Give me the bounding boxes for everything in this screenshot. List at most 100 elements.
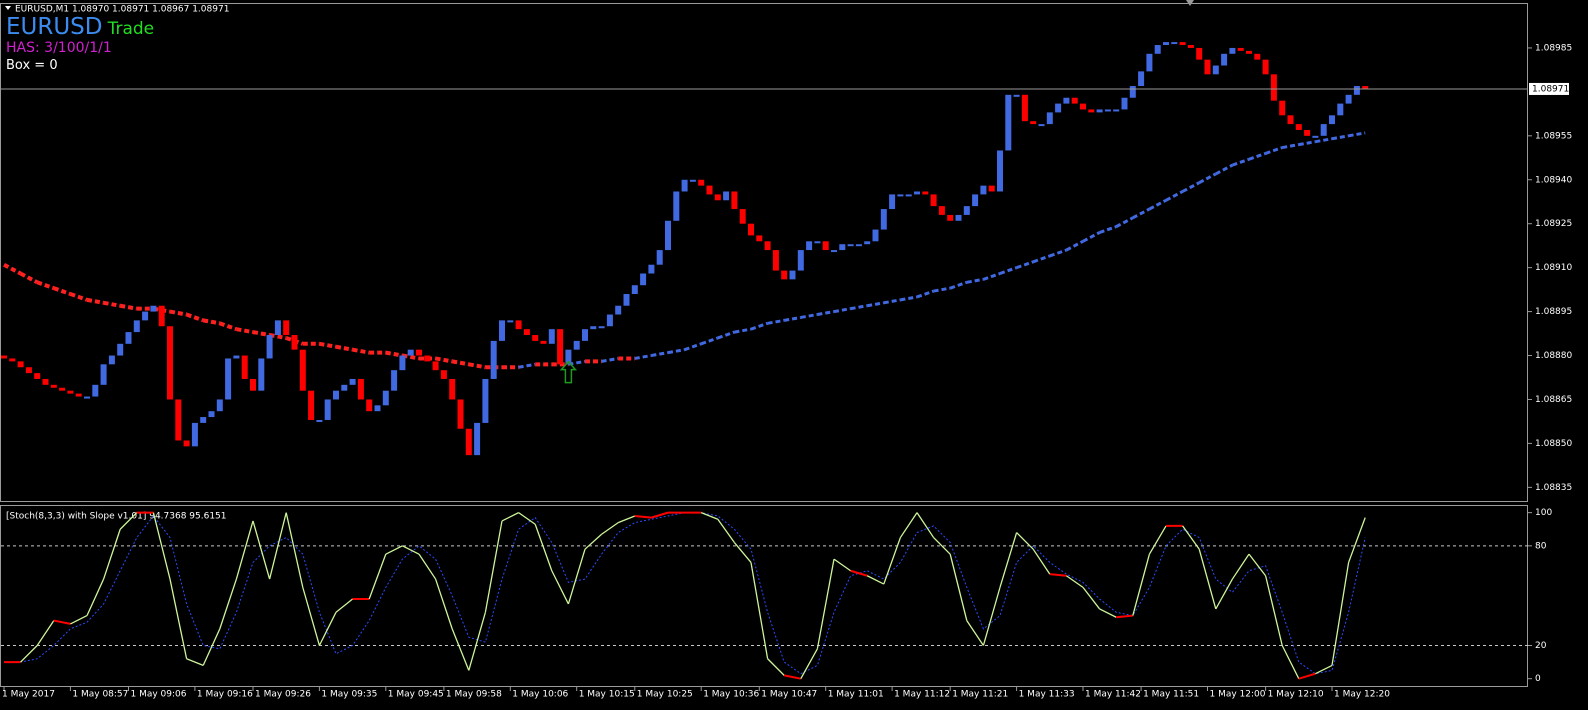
ma-segment — [352, 347, 370, 355]
indicator: HAS: 3/100/1/1 — [6, 40, 112, 56]
main-segment — [617, 515, 636, 524]
ma-segment — [385, 350, 403, 358]
main-segment — [584, 533, 603, 550]
x-tick-label: 1 May 09:45 — [388, 690, 444, 700]
main-segment — [1148, 525, 1167, 555]
candle — [357, 378, 364, 400]
x-tick-label: 1 May 11:51 — [1143, 690, 1199, 700]
main-segment — [119, 512, 138, 530]
candle — [84, 396, 90, 399]
ma-segment — [734, 327, 752, 334]
candle — [266, 335, 273, 359]
candle — [831, 250, 837, 253]
main-segment — [933, 537, 951, 555]
candle — [158, 305, 165, 327]
ma-segment — [202, 318, 221, 326]
main-segment — [501, 512, 519, 522]
signal-line — [4, 512, 1366, 675]
candle — [474, 422, 481, 456]
candle — [1138, 71, 1145, 87]
ma-segment — [1032, 254, 1051, 264]
main-segment — [368, 553, 387, 600]
menu-marker — [5, 6, 11, 10]
ma-segment — [169, 309, 187, 317]
candle — [183, 440, 190, 447]
main-segment — [1049, 573, 1067, 577]
candle — [515, 320, 522, 330]
main-segment — [335, 598, 354, 613]
candle — [1304, 129, 1311, 136]
main-segment — [385, 545, 403, 555]
candle — [1254, 53, 1261, 60]
ma-segment — [1298, 140, 1316, 147]
candle — [167, 326, 173, 400]
candle — [980, 185, 987, 195]
candle — [640, 273, 647, 286]
candle — [1237, 47, 1244, 51]
ma-segment — [866, 301, 885, 308]
candle — [1063, 97, 1070, 104]
candle — [258, 358, 265, 391]
candle — [822, 241, 829, 251]
y-tick-label: 1.08865 — [1535, 395, 1572, 405]
ma-segment — [684, 342, 702, 352]
ma-segment — [319, 341, 337, 349]
x-tick-label: 1 May 11:21 — [952, 690, 1008, 700]
symbol-line: EURUSD Trade — [6, 14, 154, 40]
ma-segment — [1099, 225, 1117, 234]
main-segment — [20, 645, 38, 663]
main-segment — [866, 575, 885, 585]
candle — [880, 209, 887, 230]
candle — [997, 150, 1003, 192]
main-segment — [1066, 575, 1084, 588]
ma-segment — [982, 272, 1001, 281]
candle — [399, 355, 406, 371]
candle — [208, 411, 215, 418]
ma-segment — [19, 271, 39, 285]
last-price-label: 1.08971 — [1532, 84, 1569, 94]
candle — [1046, 112, 1053, 125]
candle — [333, 390, 339, 400]
candle — [1320, 124, 1327, 136]
candle — [590, 326, 597, 330]
candle — [797, 250, 804, 271]
info-panel: EURUSD Trade HAS: 3/100/1/1 Box = 0 — [6, 14, 154, 73]
main-segment — [86, 578, 105, 616]
ma-segment — [916, 289, 935, 299]
ma-segment — [883, 298, 901, 305]
candle — [59, 387, 66, 391]
ma-segment — [966, 277, 984, 284]
ma-segment — [468, 362, 486, 370]
y-tick-label: 0 — [1535, 674, 1541, 684]
candle — [698, 179, 705, 186]
window-title: EURUSD,M1 1.08970 1.08971 1.08967 1.0897… — [15, 5, 229, 15]
candle — [681, 179, 688, 192]
main-segment — [1248, 553, 1267, 577]
candle — [1163, 42, 1169, 46]
main-segment — [318, 611, 337, 646]
y-tick-label: 1.08835 — [1535, 483, 1572, 493]
candle — [847, 244, 854, 247]
candle — [142, 311, 149, 321]
candle — [689, 179, 696, 182]
main-segment — [169, 578, 188, 659]
ma-segment — [103, 300, 121, 308]
main-segment — [634, 514, 652, 519]
candle — [706, 185, 713, 195]
candle — [1021, 94, 1028, 122]
main-segment — [717, 518, 735, 543]
mode: Trade — [107, 19, 155, 39]
ma-segment — [1215, 163, 1234, 176]
candle — [1005, 94, 1012, 151]
main-segment — [302, 587, 321, 646]
ma-segment — [850, 304, 868, 311]
candle — [606, 314, 613, 327]
candle — [216, 399, 223, 412]
ma-segment — [252, 330, 270, 337]
y-tick-label: 80 — [1535, 541, 1547, 551]
candle — [25, 367, 32, 374]
main-segment — [1264, 575, 1283, 646]
main-segment — [1331, 562, 1350, 666]
main-segment — [186, 658, 204, 667]
candle — [17, 361, 24, 368]
